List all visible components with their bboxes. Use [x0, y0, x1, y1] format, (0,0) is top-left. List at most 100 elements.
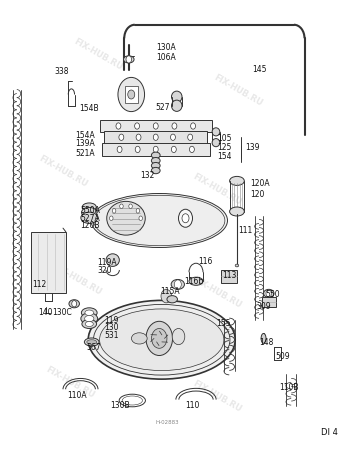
Text: 105: 105 — [217, 134, 231, 143]
Ellipse shape — [85, 315, 94, 322]
Circle shape — [139, 216, 142, 220]
Text: 130A: 130A — [156, 43, 175, 52]
Ellipse shape — [124, 56, 134, 63]
Circle shape — [135, 123, 140, 129]
Circle shape — [174, 280, 181, 289]
Circle shape — [112, 209, 116, 213]
Text: 125: 125 — [217, 143, 231, 152]
Circle shape — [188, 134, 193, 140]
Text: 309: 309 — [256, 302, 271, 311]
Text: 132: 132 — [140, 171, 154, 180]
Text: 120: 120 — [250, 190, 265, 199]
Text: 119A: 119A — [97, 258, 117, 267]
Text: 110: 110 — [185, 401, 199, 410]
Bar — [221, 270, 237, 283]
Text: 550A: 550A — [80, 206, 100, 215]
Text: 531: 531 — [104, 331, 119, 340]
Ellipse shape — [84, 338, 99, 346]
Text: 130B: 130B — [110, 401, 130, 410]
Text: 154: 154 — [217, 152, 231, 161]
Ellipse shape — [85, 321, 93, 327]
Text: 338: 338 — [54, 67, 69, 76]
Circle shape — [117, 146, 122, 153]
Ellipse shape — [261, 333, 266, 343]
Text: 113: 113 — [222, 271, 237, 280]
Text: FIX-HUB.RU: FIX-HUB.RU — [212, 72, 264, 108]
Text: FIX-HUB.RU: FIX-HUB.RU — [44, 365, 96, 400]
Circle shape — [170, 134, 175, 140]
Circle shape — [172, 328, 185, 345]
Bar — [100, 120, 212, 132]
Text: 320: 320 — [97, 266, 112, 275]
Ellipse shape — [212, 139, 220, 147]
Text: 130C: 130C — [52, 308, 71, 317]
Ellipse shape — [122, 396, 142, 405]
Bar — [104, 131, 207, 144]
Circle shape — [146, 321, 173, 356]
Text: 120A: 120A — [250, 179, 270, 188]
Text: 115A: 115A — [160, 287, 180, 296]
Ellipse shape — [100, 309, 224, 371]
Text: FIX-HUB.RU: FIX-HUB.RU — [191, 275, 243, 310]
Ellipse shape — [151, 158, 160, 164]
Ellipse shape — [172, 100, 182, 112]
Ellipse shape — [189, 277, 203, 285]
Circle shape — [72, 301, 77, 307]
Text: 154A: 154A — [75, 130, 95, 140]
Circle shape — [191, 123, 196, 129]
Ellipse shape — [85, 310, 93, 315]
Text: 120B: 120B — [80, 221, 100, 230]
Ellipse shape — [94, 195, 225, 246]
Text: 527A: 527A — [80, 214, 100, 223]
Ellipse shape — [151, 162, 160, 169]
Circle shape — [128, 90, 135, 99]
Ellipse shape — [151, 152, 160, 158]
Ellipse shape — [106, 254, 119, 266]
Circle shape — [136, 134, 141, 140]
Text: 119: 119 — [104, 316, 119, 325]
Text: 509: 509 — [276, 352, 290, 361]
Text: 139: 139 — [245, 143, 259, 152]
Ellipse shape — [81, 212, 98, 223]
Ellipse shape — [82, 207, 97, 217]
Ellipse shape — [87, 340, 97, 344]
Ellipse shape — [81, 313, 98, 324]
Ellipse shape — [88, 301, 235, 379]
Circle shape — [120, 204, 123, 208]
Ellipse shape — [69, 300, 79, 308]
Circle shape — [189, 146, 194, 153]
Ellipse shape — [167, 296, 177, 303]
Text: 116b: 116b — [184, 277, 203, 286]
Text: 110A: 110A — [67, 391, 87, 400]
Text: FIX-HUB.RU: FIX-HUB.RU — [37, 153, 89, 189]
Ellipse shape — [230, 176, 244, 185]
Ellipse shape — [171, 279, 184, 289]
Text: 110B: 110B — [279, 383, 299, 392]
Ellipse shape — [81, 308, 97, 318]
Circle shape — [153, 146, 158, 153]
Bar — [102, 143, 210, 156]
Circle shape — [116, 123, 121, 129]
Circle shape — [119, 134, 124, 140]
Text: 112: 112 — [32, 280, 47, 289]
Text: 130: 130 — [104, 323, 119, 332]
Ellipse shape — [212, 128, 220, 136]
Text: 567: 567 — [87, 343, 101, 352]
Circle shape — [153, 134, 158, 140]
Ellipse shape — [93, 305, 230, 375]
Text: 106A: 106A — [156, 53, 175, 62]
Bar — [125, 86, 138, 103]
Circle shape — [152, 328, 167, 348]
Ellipse shape — [264, 289, 274, 297]
Circle shape — [129, 204, 132, 208]
Ellipse shape — [132, 333, 147, 344]
Text: DI 4: DI 4 — [321, 428, 338, 437]
Text: FIX-HUB.RU: FIX-HUB.RU — [191, 171, 243, 207]
Circle shape — [172, 123, 177, 129]
Ellipse shape — [91, 194, 228, 248]
Text: 154B: 154B — [79, 104, 98, 113]
Ellipse shape — [82, 203, 96, 211]
Ellipse shape — [151, 167, 160, 174]
Bar — [262, 297, 276, 307]
Text: FIX-HUB.RU: FIX-HUB.RU — [72, 36, 124, 72]
